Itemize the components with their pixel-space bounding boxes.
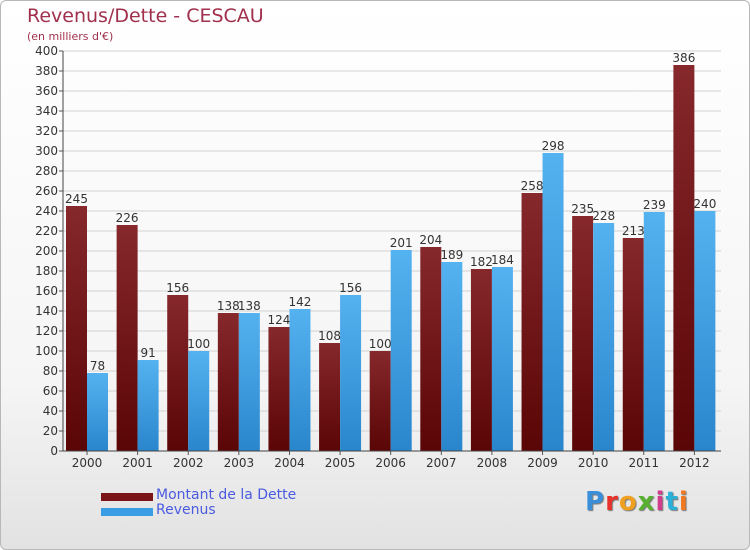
legend-swatch-dette: [101, 493, 153, 501]
bar-revenus: [643, 212, 665, 451]
y-tick-label: 340: [35, 104, 58, 118]
bar-revenus: [390, 250, 412, 451]
y-tick-label: 60: [43, 384, 58, 398]
data-label: 138: [217, 299, 240, 313]
data-label: 100: [187, 337, 210, 351]
bar-dette: [470, 269, 492, 451]
bars: [66, 65, 716, 451]
y-tick-label: 160: [35, 284, 58, 298]
bar-dette: [319, 343, 341, 451]
data-label: 298: [542, 139, 565, 153]
data-label: 235: [571, 202, 594, 216]
bar-revenus: [441, 262, 463, 451]
data-label: 124: [268, 313, 291, 327]
bar-dette: [673, 65, 695, 451]
data-label: 91: [140, 346, 155, 360]
bar-revenus: [87, 373, 108, 451]
y-tick-label: 260: [35, 184, 58, 198]
proxiti-logo: Proxiti: [585, 487, 689, 517]
y-tick-label: 100: [35, 344, 58, 358]
data-label: 201: [390, 236, 413, 250]
data-label: 100: [369, 337, 392, 351]
y-tick-label: 40: [43, 404, 58, 418]
x-tick-label: 2003: [224, 456, 255, 470]
x-tick-label: 2008: [477, 456, 508, 470]
data-label: 204: [419, 233, 442, 247]
bar-dette: [420, 247, 442, 451]
y-tick-label: 20: [43, 424, 58, 438]
x-tick-label: 2002: [173, 456, 204, 470]
y-tick-label: 0: [50, 444, 58, 458]
y-tick-label: 320: [35, 124, 58, 138]
y-tick-label: 180: [35, 264, 58, 278]
bar-dette: [572, 216, 594, 451]
x-tick-label: 2006: [375, 456, 406, 470]
data-label: 245: [65, 192, 88, 206]
x-axis: 2000 2001 2002 2003 2004 2005 2006 2007 2008 2009…: [63, 450, 721, 470]
data-label: 156: [166, 281, 189, 295]
data-label: 386: [672, 51, 695, 65]
x-tick-label: 2005: [325, 456, 356, 470]
data-label: 213: [622, 224, 645, 238]
data-label: 138: [238, 299, 261, 313]
bar-revenus: [491, 267, 513, 451]
bar-dette: [116, 225, 138, 451]
x-tick-label: 2010: [578, 456, 609, 470]
x-tick-label: 2007: [426, 456, 457, 470]
bar-dette: [369, 351, 391, 451]
x-tick-label: 2000: [72, 456, 103, 470]
x-tick-label: 2012: [679, 456, 710, 470]
data-label: 108: [318, 329, 341, 343]
y-tick-label: 220: [35, 224, 58, 238]
data-label: 156: [339, 281, 362, 295]
data-label: 240: [693, 197, 716, 211]
bar-dette: [622, 238, 644, 451]
x-tick-label: 2009: [527, 456, 558, 470]
y-tick-label: 80: [43, 364, 58, 378]
bar-dette: [66, 206, 87, 451]
bar-revenus: [542, 153, 564, 451]
legend-label-revenus: Revenus: [156, 502, 216, 518]
data-label: 258: [521, 179, 544, 193]
y-tick-label: 280: [35, 164, 58, 178]
y-tick-label: 240: [35, 204, 58, 218]
data-label: 78: [90, 359, 105, 373]
bar-revenus: [289, 309, 311, 451]
y-tick-label: 360: [35, 84, 58, 98]
bar-revenus: [188, 351, 210, 451]
y-axis: 0 20 40 60 80 100 120 140 160 180 200 220 240 260 280 3…: [35, 44, 64, 458]
y-tick-label: 140: [35, 304, 58, 318]
bar-revenus: [694, 211, 716, 451]
data-label: 184: [491, 253, 514, 267]
x-tick-label: 2011: [628, 456, 659, 470]
y-tick-label: 200: [35, 244, 58, 258]
data-label: 228: [592, 209, 615, 223]
bar-revenus: [238, 313, 260, 451]
bar-dette: [217, 313, 239, 451]
y-tick-label: 380: [35, 64, 58, 78]
legend-swatch-revenus: [101, 508, 153, 516]
chart-title: Revenus/Dette - CESCAU: [27, 5, 264, 27]
bar-dette: [521, 193, 543, 451]
bar-dette: [268, 327, 290, 451]
bar-dette: [167, 295, 189, 451]
y-tick-label: 400: [35, 44, 58, 58]
y-tick-label: 120: [35, 324, 58, 338]
data-label: 142: [289, 295, 312, 309]
legend-label-dette: Montant de la Dette: [156, 487, 297, 503]
data-label: 239: [643, 198, 666, 212]
bar-revenus: [593, 223, 615, 451]
y-tick-label: 300: [35, 144, 58, 158]
x-tick-label: 2004: [274, 456, 305, 470]
data-label: 226: [116, 211, 139, 225]
data-label: 182: [470, 255, 493, 269]
x-tick-label: 2001: [122, 456, 153, 470]
data-label: 189: [440, 248, 463, 262]
chart-subtitle: (en milliers d'€): [27, 30, 114, 43]
bar-revenus: [340, 295, 362, 451]
bar-revenus: [137, 360, 159, 451]
